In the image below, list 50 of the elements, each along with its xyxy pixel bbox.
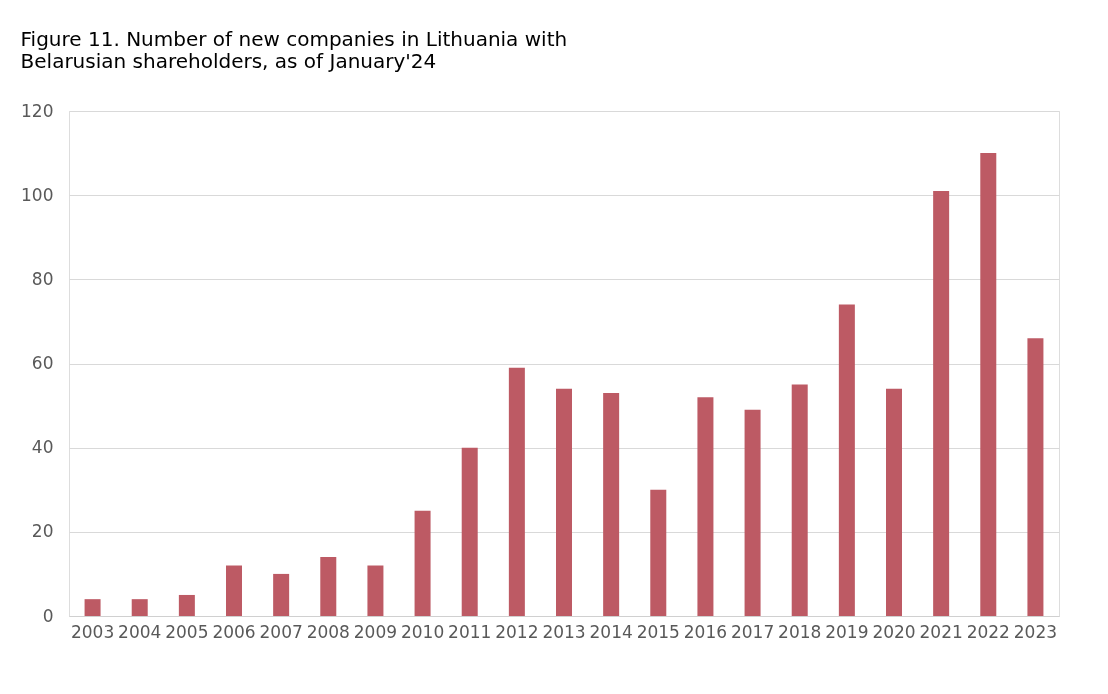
bar [178,594,195,616]
x-tick-label: 2018 [778,621,822,642]
x-tick-label: 2012 [495,621,539,642]
bar [980,153,997,616]
x-tick-label: 2010 [400,621,445,642]
bar [933,190,950,616]
y-tick-label: 60 [31,353,54,373]
bar [84,599,101,616]
y-tick-label: 40 [31,437,54,458]
bar [556,388,572,616]
chart-title: Figure 11. Number of new companies in Lithuania with Belarusian shareholders, as of January'24 [20,27,568,73]
y-tick-label: 0 [42,605,54,626]
x-tick-label: 2006 [212,621,256,642]
x-tick-label: 2007 [259,621,303,642]
bar [414,510,431,616]
bar [226,565,242,616]
x-tick-label: 2013 [542,621,586,642]
x-tick-label: 2022 [966,621,1010,642]
bar [838,304,855,616]
y-tick-label: 20 [31,521,54,542]
x-tick-label: 2015 [636,621,680,642]
bar [1027,338,1044,616]
x-tick-label: 2020 [872,621,916,642]
bar [367,565,384,616]
y-tick-label: 80 [31,268,54,289]
x-tick-label: 2023 [1013,621,1058,642]
bar [697,397,714,616]
bar [791,384,808,616]
x-tick-label: 2011 [448,621,492,642]
bar [603,392,620,616]
x-tick-label: 2008 [306,621,350,642]
x-tick-label: 2003 [70,621,115,642]
y-tick-label: 120 [21,100,54,121]
bar [886,388,902,616]
bar [131,599,148,616]
y-tick-label: 100 [21,184,54,205]
bar [273,573,290,616]
x-tick-label: 2016 [683,621,728,642]
bar [461,447,478,616]
bar [508,367,525,616]
bar [744,409,761,616]
x-tick-label: 2014 [589,621,633,642]
x-tick-label: 2004 [118,621,162,642]
x-tick-label: 2017 [730,621,775,642]
x-tick-label: 2009 [353,621,398,642]
x-tick-label: 2019 [825,621,869,642]
x-tick-label: 2021 [919,621,963,642]
bar [320,557,337,616]
bar [650,489,667,616]
x-tick-label: 2005 [165,621,209,642]
